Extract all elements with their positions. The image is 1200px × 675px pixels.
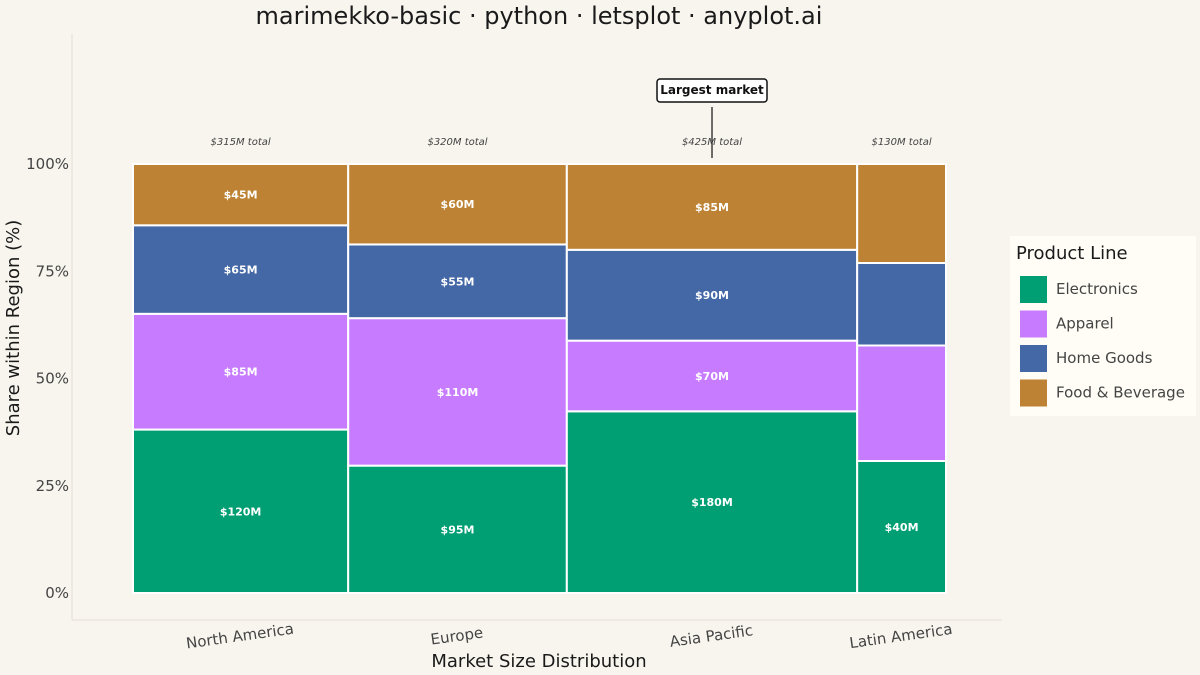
legend-label-apparel: Apparel <box>1056 315 1114 333</box>
total-label-latin-america: $130M total <box>872 137 932 148</box>
segment-asia-pacific-home-goods <box>565 248 859 342</box>
segment-north-america-electronics <box>132 428 350 595</box>
x-axis-title: Market Size Distribution <box>431 651 646 672</box>
legend-label-food-and-beverage: Food & Beverage <box>1056 384 1185 402</box>
segment-asia-pacific-electronics <box>565 410 859 594</box>
segment-label-north-america-food-and-beverage: $45M <box>224 189 258 202</box>
legend-swatch-food-and-beverage <box>1020 379 1047 407</box>
total-label-europe: $320M total <box>427 137 487 148</box>
x-axis: North America Europe Asia Pacific Latin Ame… <box>185 620 954 653</box>
segment-latin-america-apparel <box>856 344 947 462</box>
segment-label-latin-america-electronics: $40M <box>885 521 919 534</box>
legend-label-electronics: Electronics <box>1056 280 1138 298</box>
segment-label-europe-apparel: $110M <box>437 386 479 399</box>
legend-swatch-electronics <box>1020 276 1047 303</box>
segment-label-europe-food-and-beverage: $60M <box>441 198 475 211</box>
y-tick-label: 25% <box>36 477 69 495</box>
y-tick-label: 75% <box>36 262 69 280</box>
segment-label-north-america-home-goods: $65M <box>224 264 258 277</box>
x-tick-label-latin-america: Latin America <box>848 620 953 652</box>
annotation: Largest market <box>656 78 768 158</box>
y-tick-label: 0% <box>45 584 69 602</box>
legend: Product Line Electronics Apparel Home Good… <box>1010 236 1196 416</box>
segment-label-europe-home-goods: $55M <box>441 275 475 288</box>
x-tick-label-north-america: North America <box>185 620 295 653</box>
legend-swatch-home-goods <box>1020 345 1047 372</box>
y-tick-label: 100% <box>26 155 69 173</box>
y-axis-title: Share within Region (%) <box>3 220 24 436</box>
segment-label-asia-pacific-apparel: $70M <box>695 370 729 383</box>
x-tick-label-europe: Europe <box>429 623 484 648</box>
plot-area: $120M $85M $65M $45M $315M total $95M $110M $55… <box>132 137 947 595</box>
x-tick-label-asia-pacific: Asia Pacific <box>669 621 755 651</box>
segment-latin-america-food-and-beverage <box>856 163 947 264</box>
segment-label-asia-pacific-electronics: $180M <box>691 496 733 509</box>
segment-north-america-food-and-beverage <box>132 163 350 227</box>
total-label-north-america: $315M total <box>211 137 271 148</box>
segment-asia-pacific-food-and-beverage <box>565 163 859 251</box>
legend-title: Product Line <box>1016 243 1128 264</box>
chart-title: marimekko-basic · python · letsplot · an… <box>256 2 823 30</box>
annotation-box <box>656 78 768 103</box>
legend-swatch-apparel <box>1020 310 1047 338</box>
segment-label-europe-electronics: $95M <box>441 523 475 536</box>
segment-label-north-america-electronics: $120M <box>220 505 262 518</box>
segment-europe-home-goods <box>347 243 568 320</box>
legend-label-home-goods: Home Goods <box>1056 349 1153 367</box>
annotation-label: Largest market <box>660 83 764 97</box>
segment-europe-food-and-beverage <box>347 163 568 246</box>
y-tick-label: 50% <box>36 370 69 388</box>
segment-label-asia-pacific-food-and-beverage: $85M <box>695 201 729 214</box>
segment-europe-apparel <box>347 317 568 467</box>
segment-latin-america-home-goods <box>856 262 947 347</box>
y-axis: 0% 25% 50% 75% 100% <box>26 155 69 602</box>
segment-latin-america-electronics <box>856 460 947 594</box>
segment-label-asia-pacific-home-goods: $90M <box>695 289 729 302</box>
segment-north-america-home-goods <box>132 224 350 315</box>
segment-label-north-america-apparel: $85M <box>224 366 258 379</box>
